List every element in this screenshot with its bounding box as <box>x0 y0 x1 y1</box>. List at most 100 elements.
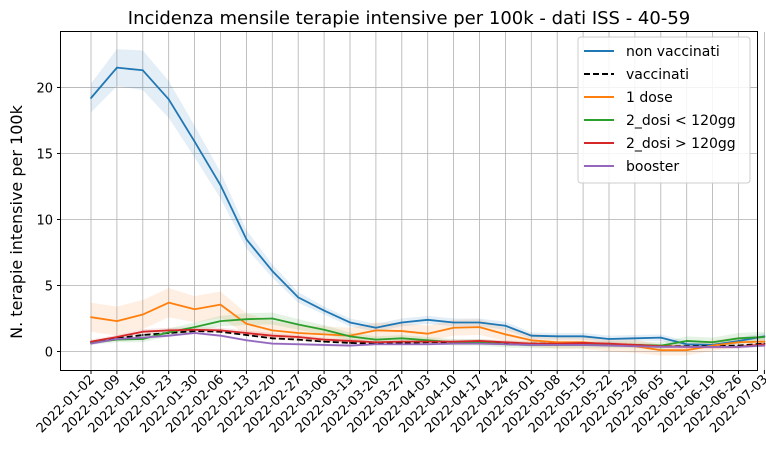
data-point <box>219 303 222 306</box>
data-point <box>193 140 196 143</box>
data-point <box>297 336 300 338</box>
data-point <box>556 344 559 346</box>
data-point <box>323 309 325 312</box>
data-point <box>634 337 636 340</box>
data-point <box>349 342 351 344</box>
y-tick-label: 20 <box>36 81 53 96</box>
data-point <box>167 334 170 337</box>
data-point <box>90 340 92 343</box>
data-point <box>737 345 740 348</box>
data-point <box>141 334 144 336</box>
data-point <box>116 320 118 323</box>
data-point <box>452 321 455 324</box>
legend-entry-label: vaccinati <box>626 67 689 83</box>
data-point <box>556 335 559 338</box>
series-lines <box>90 66 766 352</box>
data-point <box>271 342 274 345</box>
data-point <box>582 335 584 338</box>
data-point <box>271 334 274 337</box>
y-axis-label: N. terapie intensive per 100k <box>7 104 26 338</box>
data-point <box>530 344 533 346</box>
data-point <box>478 340 481 342</box>
legend-entry-label: 1 dose <box>626 90 673 106</box>
data-point <box>582 344 584 346</box>
data-point <box>193 332 196 334</box>
data-point <box>530 339 533 342</box>
data-point <box>711 341 714 344</box>
data-point <box>141 313 144 316</box>
data-point <box>763 340 766 343</box>
data-point <box>219 184 222 187</box>
legend-entry-label: non vaccinati <box>626 44 720 60</box>
data-point <box>245 334 248 336</box>
legend-entry-label: booster <box>626 159 679 175</box>
data-point <box>167 329 170 332</box>
data-point <box>426 340 429 343</box>
data-point <box>349 321 351 324</box>
y-tick-label: 15 <box>36 147 53 162</box>
legend: non vaccinati vaccinati 1 dose 2_dosi < 120… <box>577 36 751 184</box>
data-point <box>737 337 740 340</box>
data-point <box>400 343 403 346</box>
data-point <box>375 329 377 332</box>
data-point <box>504 333 507 336</box>
data-point <box>167 98 170 101</box>
data-point <box>297 338 300 341</box>
data-point <box>504 341 507 344</box>
data-point <box>582 342 584 344</box>
y-tick-label: 5 <box>45 280 53 295</box>
data-point <box>297 296 300 299</box>
data-point <box>245 318 248 321</box>
data-point <box>504 343 507 346</box>
data-point <box>375 326 377 329</box>
data-point <box>426 343 429 346</box>
data-point <box>349 335 351 338</box>
data-point <box>271 317 274 320</box>
x-axis: 2022-01-022022-01-092022-01-162022-01-23… <box>34 370 766 436</box>
data-point <box>711 345 714 348</box>
data-point <box>167 331 170 334</box>
data-point <box>608 344 610 347</box>
data-point <box>323 338 325 341</box>
data-point <box>116 336 118 338</box>
data-point <box>426 318 429 321</box>
data-point <box>116 66 118 69</box>
data-point <box>219 320 222 323</box>
data-point <box>608 338 610 340</box>
data-point <box>245 332 248 334</box>
data-point <box>141 69 144 72</box>
data-point <box>608 342 610 345</box>
data-point <box>349 340 351 342</box>
data-point <box>141 336 144 339</box>
data-point <box>659 336 662 339</box>
data-point <box>452 326 455 329</box>
data-point <box>349 344 351 347</box>
y-tick-label: 0 <box>45 346 53 361</box>
data-point <box>659 349 662 352</box>
confidence-band <box>91 49 765 349</box>
data-point <box>685 343 688 346</box>
data-point <box>297 323 300 326</box>
legend-entry-label: 2_dosi < 120gg <box>626 113 736 129</box>
data-point <box>375 343 377 346</box>
confidence-band <box>91 312 765 349</box>
data-point <box>659 345 662 348</box>
data-point <box>219 329 222 332</box>
data-point <box>685 345 688 348</box>
data-point <box>116 338 118 340</box>
data-point <box>452 340 455 343</box>
data-point <box>400 340 403 343</box>
data-point <box>297 343 300 346</box>
legend-entry-label: 2_dosi > 120gg <box>626 136 736 152</box>
data-point <box>478 321 481 324</box>
data-point <box>685 340 688 342</box>
data-point <box>452 342 455 345</box>
data-point <box>219 334 222 337</box>
data-point <box>245 322 248 325</box>
data-point <box>323 344 325 346</box>
data-point <box>685 349 688 352</box>
chart-title: Incidenza mensile terapie intensive per … <box>128 8 690 29</box>
legend-box <box>577 36 751 184</box>
data-point <box>400 321 403 324</box>
